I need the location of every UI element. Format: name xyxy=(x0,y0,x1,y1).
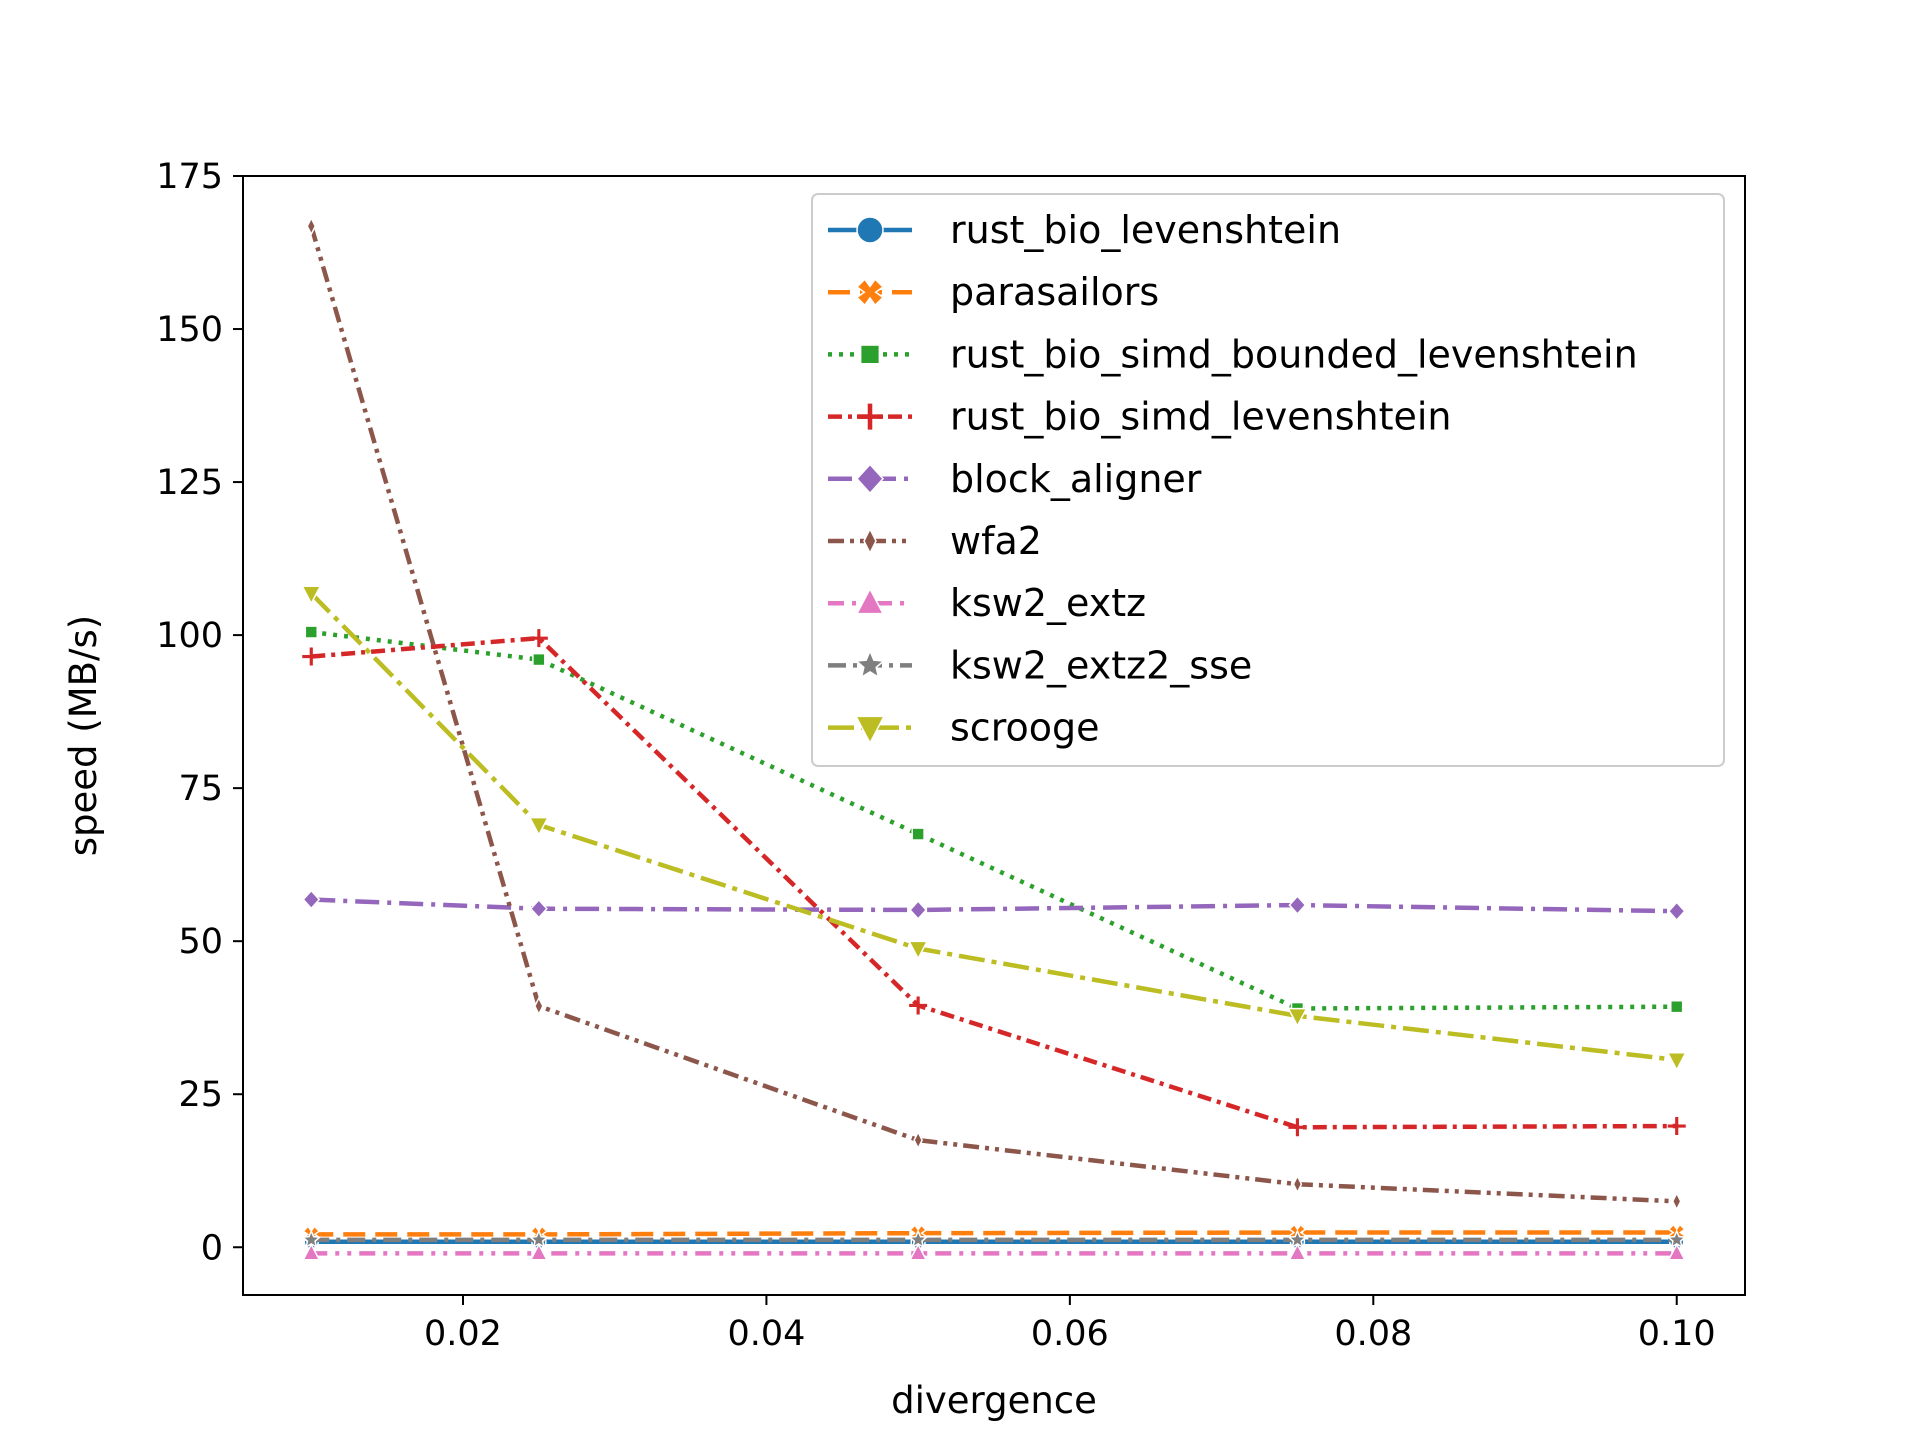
data-point-marker xyxy=(909,996,928,1015)
data-point-marker xyxy=(1287,1229,1308,1249)
data-point-marker xyxy=(913,1130,923,1150)
series-wfa2 xyxy=(306,216,1682,1212)
legend-label: rust_bio_levenshtein xyxy=(950,208,1341,252)
data-point-marker xyxy=(1288,895,1307,915)
data-point-marker xyxy=(1288,1242,1307,1261)
series-scrooge xyxy=(301,585,1687,1072)
data-point-marker xyxy=(1666,1051,1687,1072)
data-point-marker xyxy=(1292,1174,1303,1194)
legend-label: wfa2 xyxy=(950,519,1042,563)
legend-entry: rust_bio_simd_bounded_levenshtein xyxy=(828,332,1638,376)
series-line xyxy=(309,225,1677,1204)
data-point-marker xyxy=(529,898,548,919)
data-point-marker xyxy=(532,652,546,667)
data-point-marker xyxy=(1671,1191,1682,1212)
series-ksw2_extz2_sse xyxy=(301,1229,1687,1249)
y-tick-label: 25 xyxy=(178,1075,223,1115)
x-tick-label: 0.06 xyxy=(1031,1314,1109,1354)
axes-frame xyxy=(242,175,1746,1296)
y-axis-label: speed (MB/s) xyxy=(62,615,105,856)
legend-label: block_aligner xyxy=(950,457,1202,501)
legend-label: scrooge xyxy=(950,706,1099,750)
data-point-marker xyxy=(301,585,322,605)
data-point-marker xyxy=(1670,999,1684,1014)
legend-entry: rust_bio_levenshtein xyxy=(828,208,1341,252)
data-point-marker xyxy=(1666,1229,1687,1249)
legend-label: rust_bio_simd_bounded_levenshtein xyxy=(950,332,1638,376)
data-point-marker xyxy=(534,996,544,1016)
y-tick-label: 100 xyxy=(156,616,223,656)
legend-entry: ksw2_extz2_sse xyxy=(828,643,1252,687)
x-tick-label: 0.08 xyxy=(1334,1314,1412,1354)
y-tick-label: 175 xyxy=(156,157,223,197)
data-point-marker xyxy=(528,1229,550,1249)
axis-ticks: 0.02 0.04 0.06 0.08 0.10 0 25 50 75 100 125 150 175 xyxy=(156,157,1716,1354)
y-tick-label: 0 xyxy=(201,1228,223,1268)
data-point-marker xyxy=(304,625,318,639)
legend-entry: scrooge xyxy=(828,706,1099,750)
y-tick-label: 125 xyxy=(156,463,223,503)
data-point-marker xyxy=(306,216,317,236)
legend-entry: parasailors xyxy=(828,270,1159,314)
data-point-marker xyxy=(909,900,928,920)
legend: rust_bio_levenshtein parasailors rust_bio_… xyxy=(811,193,1725,767)
data-point-marker xyxy=(908,1242,928,1261)
legend-label: ksw2_extz2_sse xyxy=(950,643,1252,687)
y-tick-label: 50 xyxy=(178,922,223,962)
data-point-marker xyxy=(529,1242,549,1261)
data-point-marker xyxy=(1288,1118,1307,1137)
data-point-marker xyxy=(859,344,881,365)
legend-entry: ksw2_extz xyxy=(828,581,1146,625)
data-point-marker xyxy=(302,889,321,910)
data-point-marker xyxy=(528,816,550,837)
y-tick-label: 75 xyxy=(178,769,223,809)
series-line xyxy=(311,629,1677,1011)
legend-label: parasailors xyxy=(950,270,1159,314)
legend-box xyxy=(811,193,1725,767)
data-point-marker xyxy=(854,715,886,745)
legend-entry: wfa2 xyxy=(828,519,1042,563)
data-point-marker xyxy=(302,1242,321,1261)
data-point-marker xyxy=(854,649,886,679)
data-point-marker xyxy=(302,647,321,666)
legend-label: ksw2_extz xyxy=(950,581,1146,625)
legend-entry: rust_bio_simd_levenshtein xyxy=(828,395,1452,439)
data-point-marker xyxy=(855,278,885,307)
data-point-marker xyxy=(1287,1007,1308,1028)
x-tick-label: 0.10 xyxy=(1638,1314,1716,1354)
series-rust_bio_simd_levenshtein xyxy=(302,629,1686,1137)
x-tick-label: 0.02 xyxy=(424,1314,502,1354)
data-point-marker xyxy=(855,587,885,615)
data-point-marker xyxy=(301,1229,322,1249)
series-ksw2_extz xyxy=(302,1242,1686,1261)
data-point-marker xyxy=(1667,1117,1686,1136)
data-point-marker xyxy=(907,940,929,961)
series-block_aligner xyxy=(302,889,1686,922)
legend-label: rust_bio_simd_levenshtein xyxy=(950,395,1452,439)
x-tick-label: 0.04 xyxy=(727,1314,805,1354)
series-line xyxy=(311,1230,1677,1237)
data-point-marker xyxy=(529,629,548,648)
data-point-marker xyxy=(855,463,885,495)
x-axis-label: divergence xyxy=(891,1379,1097,1422)
y-tick-label: 150 xyxy=(156,310,223,350)
data-point-marker xyxy=(863,527,877,555)
data-point-marker xyxy=(857,403,883,430)
data-point-marker xyxy=(907,1229,929,1249)
data-point-marker xyxy=(1667,1242,1686,1261)
plot-area xyxy=(301,216,1687,1261)
legend-entry: block_aligner xyxy=(828,457,1202,501)
data-point-marker xyxy=(856,216,884,244)
data-point-marker xyxy=(911,827,925,841)
data-point-marker xyxy=(1667,901,1686,922)
